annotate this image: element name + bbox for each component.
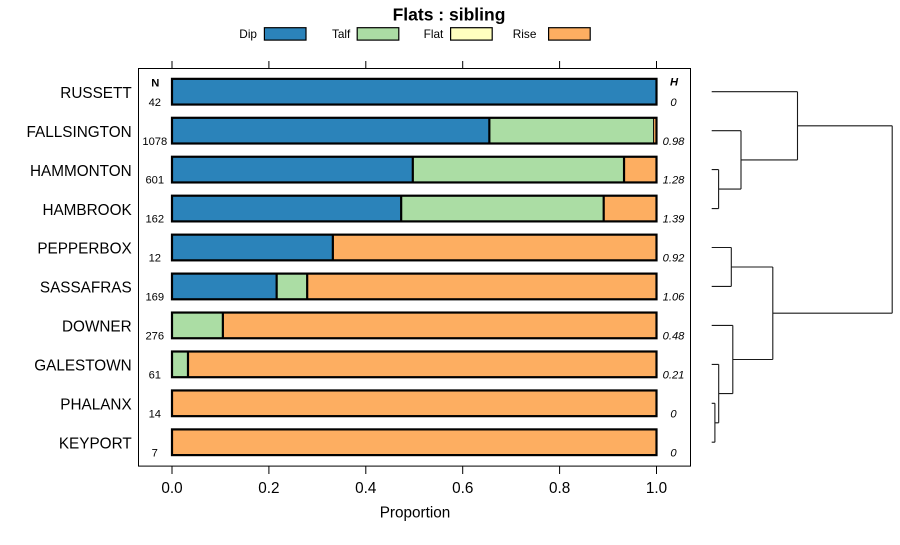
svg-text:0.8: 0.8 <box>549 480 570 497</box>
svg-text:601: 601 <box>145 175 164 187</box>
svg-text:Talf: Talf <box>332 27 351 41</box>
svg-text:H: H <box>670 77 679 89</box>
svg-text:KEYPORT: KEYPORT <box>59 435 132 452</box>
svg-text:276: 276 <box>145 331 164 343</box>
svg-text:1.06: 1.06 <box>663 292 686 304</box>
svg-text:SASSAFRAS: SASSAFRAS <box>40 280 132 297</box>
svg-text:42: 42 <box>149 97 161 109</box>
svg-text:0: 0 <box>670 447 677 459</box>
svg-text:0: 0 <box>670 408 677 420</box>
svg-text:0.21: 0.21 <box>663 370 685 382</box>
svg-text:Flat: Flat <box>424 27 444 41</box>
svg-text:Flats : sibling: Flats : sibling <box>393 5 506 25</box>
svg-text:0.4: 0.4 <box>355 480 377 497</box>
svg-text:0: 0 <box>670 97 677 109</box>
svg-text:DOWNER: DOWNER <box>62 319 132 336</box>
svg-text:1.0: 1.0 <box>646 480 667 497</box>
svg-text:0.98: 0.98 <box>663 136 686 148</box>
svg-text:0.6: 0.6 <box>452 480 473 497</box>
svg-text:PEPPERBOX: PEPPERBOX <box>37 241 131 258</box>
svg-text:14: 14 <box>149 408 161 420</box>
svg-text:0.2: 0.2 <box>258 480 279 497</box>
svg-text:PHALANX: PHALANX <box>60 397 131 414</box>
svg-text:0.92: 0.92 <box>663 253 686 265</box>
svg-text:RUSSETT: RUSSETT <box>60 85 131 102</box>
svg-text:61: 61 <box>149 370 161 382</box>
svg-text:7: 7 <box>152 447 158 459</box>
svg-text:169: 169 <box>145 292 164 304</box>
svg-text:162: 162 <box>145 214 164 226</box>
svg-text:0.0: 0.0 <box>161 480 182 497</box>
svg-text:1078: 1078 <box>142 136 167 148</box>
svg-text:Proportion: Proportion <box>380 505 451 522</box>
svg-text:Rise: Rise <box>513 27 537 41</box>
svg-text:HAMMONTON: HAMMONTON <box>30 163 132 180</box>
svg-text:1.39: 1.39 <box>663 214 685 226</box>
svg-text:N: N <box>151 78 159 90</box>
svg-text:HAMBROOK: HAMBROOK <box>42 202 132 219</box>
svg-text:1.28: 1.28 <box>663 175 686 187</box>
svg-text:FALLSINGTON: FALLSINGTON <box>27 124 132 141</box>
svg-text:Dip: Dip <box>239 27 257 41</box>
svg-text:12: 12 <box>149 253 161 265</box>
svg-text:GALESTOWN: GALESTOWN <box>34 358 131 375</box>
svg-text:0.48: 0.48 <box>663 331 686 343</box>
